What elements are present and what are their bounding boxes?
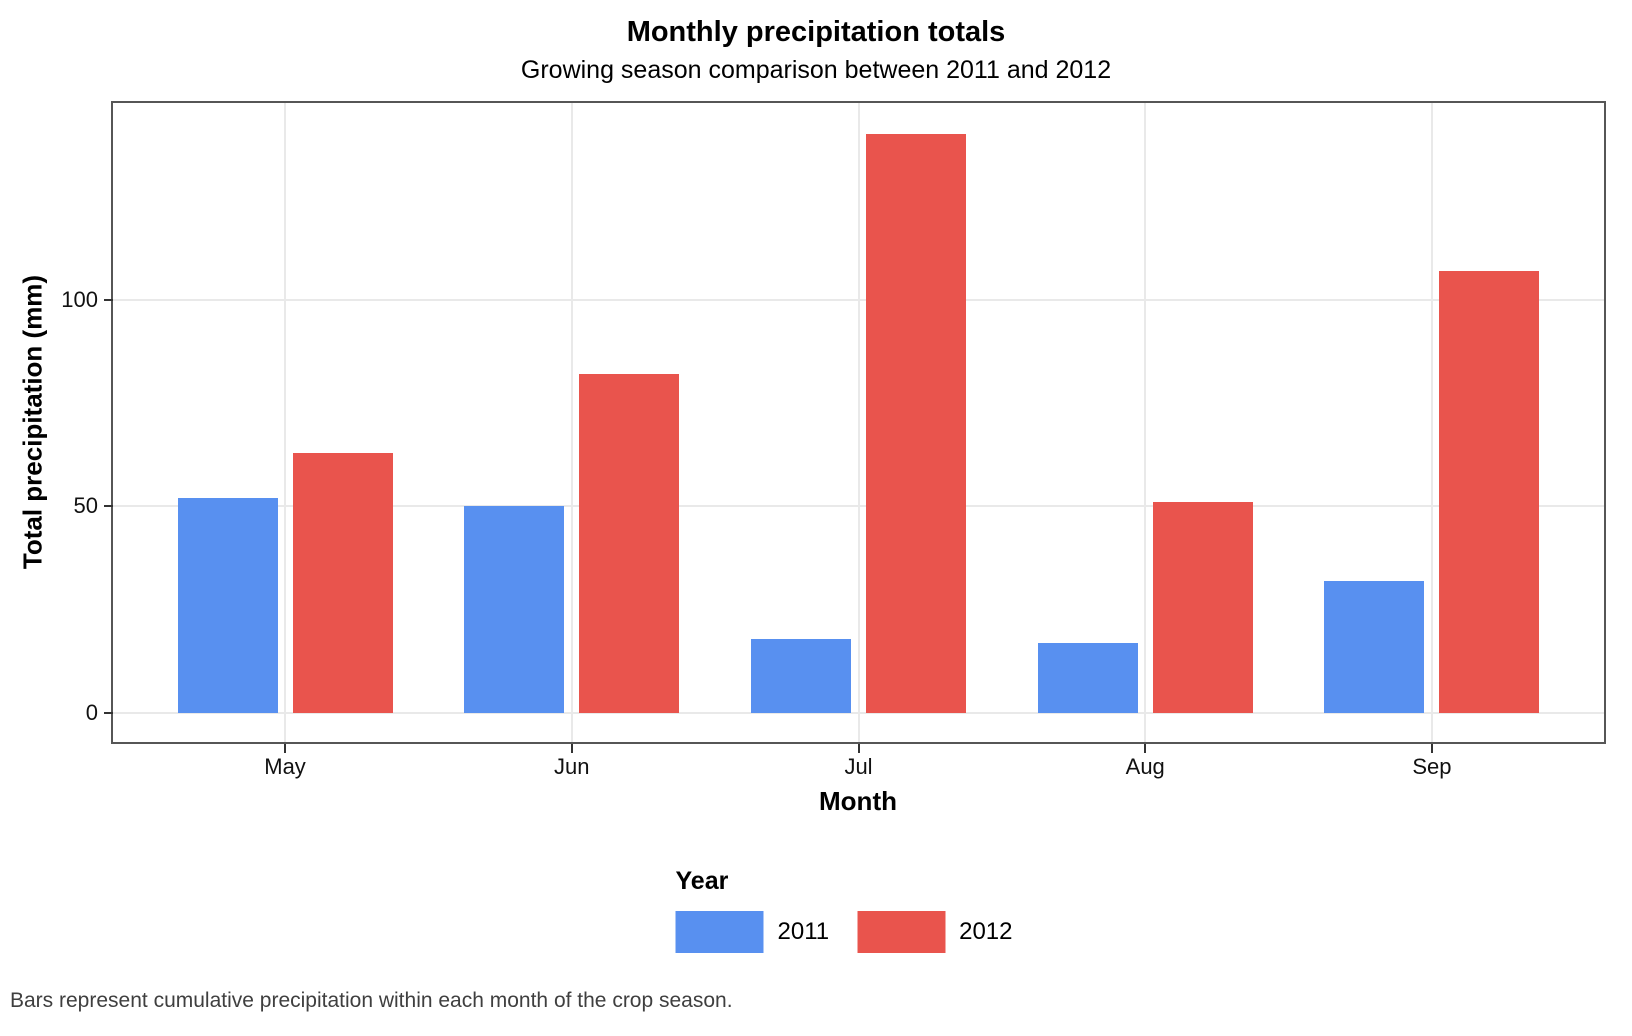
chart-subtitle: Growing season comparison between 2011 a…	[520, 56, 1112, 84]
x-tick-label-Sep: Sep	[1412, 754, 1452, 779]
bar-2011-Jun	[464, 506, 565, 714]
legend-row: 2011 2012	[675, 911, 1041, 953]
y-tick-50	[104, 505, 113, 508]
legend: Year 2011 2012	[675, 867, 1041, 953]
x-tick-label-Aug: Aug	[1125, 754, 1165, 779]
x-tick-label-Jun: Jun	[554, 754, 590, 779]
bar-2012-Aug	[1152, 502, 1253, 714]
y-tick-0	[104, 712, 113, 715]
x-tick-May	[284, 744, 287, 753]
bar-2012-Jul	[866, 134, 966, 714]
bar-2011-Aug	[1037, 642, 1138, 714]
bar-2012-Jun	[579, 374, 680, 714]
x-tick-label-Jul: Jul	[844, 754, 873, 779]
bar-2011-Sep	[1324, 580, 1425, 714]
y-tick-label-100: 100	[61, 286, 98, 312]
v-gridline-Aug	[1144, 103, 1147, 742]
v-gridline-May	[284, 103, 287, 742]
y-tick-100	[104, 298, 113, 301]
v-gridline-Jul	[857, 103, 860, 742]
legend-swatch-2011	[675, 911, 764, 953]
bar-2011-Jul	[751, 638, 851, 714]
y-axis-title: Total precipitation (mm)	[17, 274, 48, 570]
x-tick-label-May: May	[264, 754, 306, 779]
x-tick-Jul	[857, 744, 860, 753]
legend-label-2011: 2011	[777, 918, 830, 945]
chart-caption: Bars represent cumulative precipitation …	[10, 989, 733, 1012]
bar-2011-May	[177, 498, 278, 714]
chart-title: Monthly precipitation totals	[626, 16, 1006, 48]
bar-2012-May	[292, 452, 393, 714]
legend-swatch-2012	[857, 911, 946, 953]
v-gridline-Sep	[1430, 103, 1433, 742]
y-tick-label-50: 50	[73, 493, 98, 519]
x-axis-title: Month	[819, 786, 897, 816]
legend-title: Year	[675, 867, 729, 895]
v-gridline-Jun	[570, 103, 573, 742]
x-tick-Aug	[1144, 744, 1147, 753]
legend-label-2012: 2012	[959, 918, 1013, 945]
x-tick-Sep	[1430, 744, 1433, 753]
x-tick-Jun	[570, 744, 573, 753]
y-tick-label-0: 0	[85, 700, 98, 726]
bar-2012-Sep	[1439, 270, 1540, 714]
